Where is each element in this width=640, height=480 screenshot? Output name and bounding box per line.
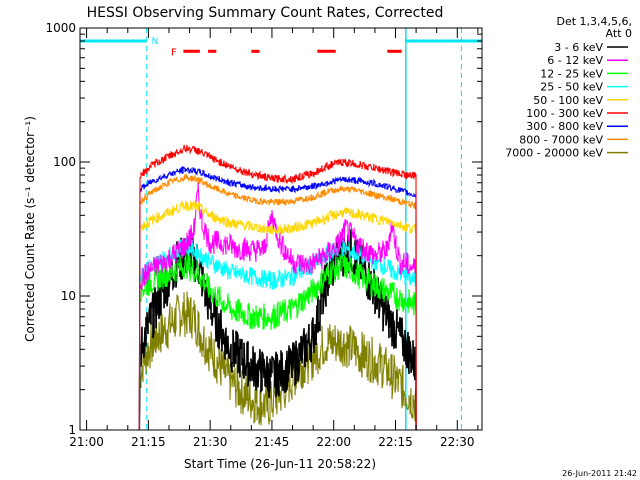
- series-line: [138, 166, 417, 431]
- legend-entry-label: 800 - 7000 keV: [519, 133, 603, 146]
- x-tick-label: 22:00: [316, 435, 351, 449]
- x-tick-label: 21:15: [131, 435, 166, 449]
- flare-label: F: [171, 47, 177, 58]
- x-tick-label: 22:15: [378, 435, 413, 449]
- x-tick-label: 21:45: [255, 435, 290, 449]
- series-line: [138, 200, 417, 431]
- legend-entry-label: 6 - 12 keV: [547, 54, 603, 67]
- series-line: [138, 181, 417, 431]
- plot-frame: [79, 27, 483, 431]
- legend-entry-label: 12 - 25 keV: [540, 67, 603, 80]
- legend-entry-label: 100 - 300 keV: [526, 107, 603, 120]
- y-tick-label: 1000: [45, 21, 76, 35]
- legend-entry-label: 25 - 50 keV: [540, 81, 603, 94]
- axes: 21:00 21:15 21:30 21:45 22:00 22:15 22:30 1 10 10…: [45, 21, 482, 449]
- observing-overlays: NF: [80, 28, 482, 430]
- x-tick-label: 21:30: [193, 435, 228, 449]
- series-layer: [138, 144, 417, 431]
- series-line: [138, 253, 417, 431]
- legend-header: Att 0: [606, 27, 632, 40]
- chart-title: HESSI Observing Summary Count Rates, Cor…: [87, 5, 444, 21]
- y-axis-label: Corrected Count Rate (s⁻¹ detector⁻¹): [23, 116, 37, 342]
- legend-header: Det 1,3,4,5,6,: [556, 15, 632, 28]
- legend-entry-label: 3 - 6 keV: [554, 41, 603, 54]
- series-line: [138, 173, 417, 431]
- legend-entry-label: 7000 - 20000 keV: [505, 147, 603, 160]
- x-tick-label: 22:30: [440, 435, 475, 449]
- series-line: [138, 144, 417, 431]
- y-tick-label: 1: [68, 423, 76, 437]
- footer-date: 26-Jun-2011 21:42: [562, 469, 637, 478]
- x-tick-label: 21:00: [69, 435, 104, 449]
- night-label: N: [152, 37, 159, 47]
- x-axis-label: Start Time (26-Jun-11 20:58:22): [184, 457, 376, 471]
- y-tick-label: 100: [53, 155, 76, 169]
- legend-entry-label: 300 - 800 keV: [526, 120, 603, 133]
- legend-entry-label: 50 - 100 keV: [533, 94, 603, 107]
- y-tick-label: 10: [61, 289, 76, 303]
